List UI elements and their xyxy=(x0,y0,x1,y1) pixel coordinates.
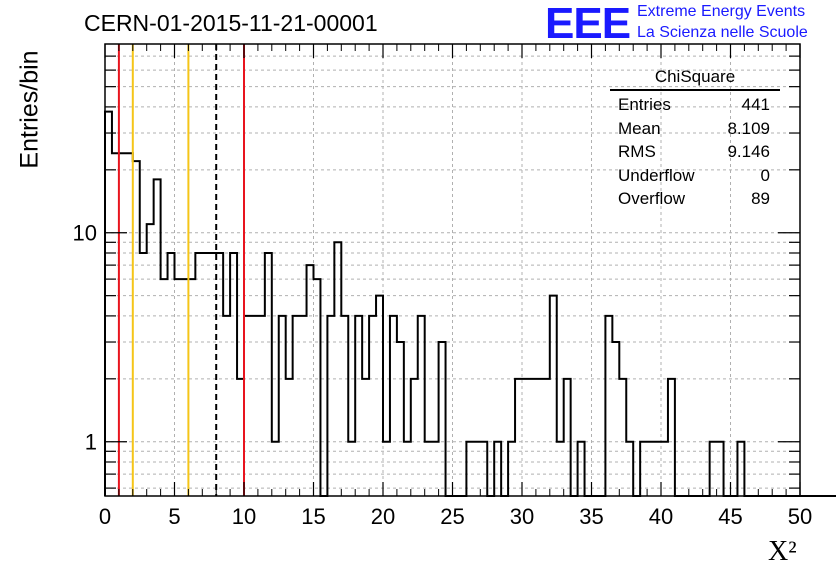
stats-box: ChiSquare Entries 441 Mean 8.109 RMS 9.1… xyxy=(610,66,780,211)
x-tick-label: 10 xyxy=(232,504,256,529)
x-tick-label: 5 xyxy=(168,504,180,529)
y-tick-label: 10 xyxy=(73,221,97,246)
y-tick-label: 1 xyxy=(85,430,97,455)
stats-label: RMS xyxy=(618,142,656,161)
stats-label: Underflow xyxy=(618,165,695,185)
stats-value: 8.109 xyxy=(727,118,770,138)
stats-row-underflow: Underflow 0 xyxy=(610,164,780,188)
logo-line-2: La Scienza nelle Scuole xyxy=(637,24,808,41)
stats-value: 89 xyxy=(751,189,770,208)
x-tick-label: 50 xyxy=(788,504,812,529)
stats-label: Entries xyxy=(618,95,671,114)
x-tick-label: 20 xyxy=(371,504,395,529)
histogram xyxy=(104,110,836,497)
x-tick-label: 0 xyxy=(99,504,111,529)
eee-logo: EEE xyxy=(545,0,631,48)
reference-lines xyxy=(117,44,245,496)
x-tick-label: 45 xyxy=(718,504,742,529)
stats-value: 0 xyxy=(760,165,770,185)
stats-title: ChiSquare xyxy=(654,67,736,86)
x-tick-label: 30 xyxy=(510,504,534,529)
axes: 0 5 10 15 20 25 30 35 40 45 50 1 10 xyxy=(73,44,812,529)
stats-row-rms: RMS 9.146 xyxy=(610,140,780,164)
stats-value: 9.146 xyxy=(727,142,770,161)
stats-row-entries: Entries 441 xyxy=(610,93,780,117)
stats-divider xyxy=(610,89,780,91)
grid-lines xyxy=(105,44,800,496)
x-tick-label: 25 xyxy=(440,504,464,529)
x-axis-label: X² xyxy=(768,536,797,567)
x-tick-label: 40 xyxy=(649,504,673,529)
chart-title: CERN-01-2015-11-21-00001 xyxy=(84,10,378,36)
histogram-outline xyxy=(104,110,836,497)
logo-line-1: Extreme Energy Events xyxy=(637,3,806,20)
stats-row-mean: Mean 8.109 xyxy=(610,117,780,141)
x-tick-label: 15 xyxy=(301,504,325,529)
y-axis-label: Entries/bin xyxy=(15,50,44,169)
stats-value: 441 xyxy=(741,95,770,114)
x-tick-label: 35 xyxy=(579,504,603,529)
stats-label: Mean xyxy=(618,118,661,138)
stats-row-overflow: Overflow 89 xyxy=(610,187,780,211)
stats-label: Overflow xyxy=(618,189,686,208)
